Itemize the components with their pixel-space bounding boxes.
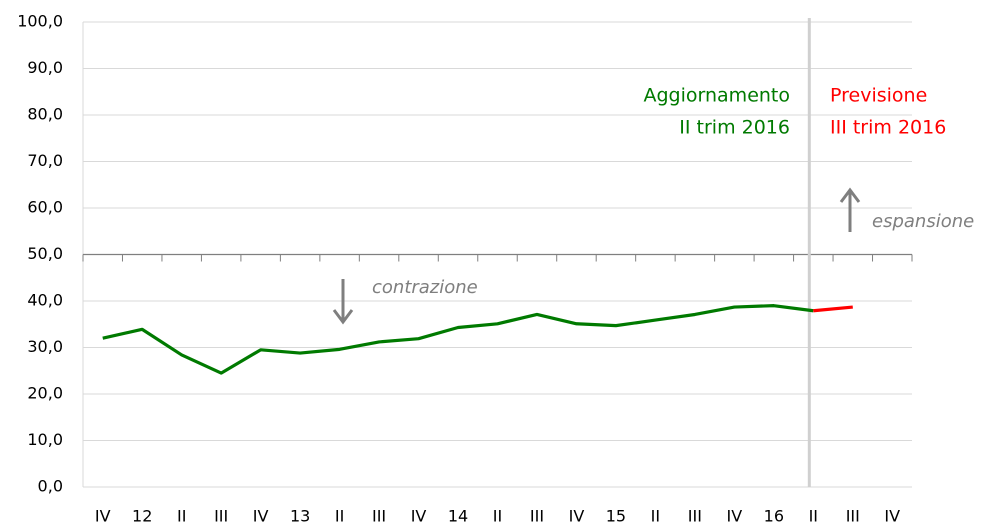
y-tick-label: 0,0 bbox=[38, 477, 63, 496]
line-series bbox=[813, 305, 853, 313]
annotation: Aggiornamento bbox=[644, 85, 791, 107]
annotation: espansione bbox=[872, 211, 974, 232]
annotation: Previsione bbox=[830, 85, 927, 107]
x-tick-label: II bbox=[493, 507, 502, 524]
y-tick-label: 10,0 bbox=[27, 430, 63, 449]
line-series bbox=[102, 304, 814, 375]
x-tick-label: 14 bbox=[448, 507, 468, 524]
x-tick-label: 13 bbox=[290, 507, 310, 524]
x-tick-label: III bbox=[214, 507, 228, 524]
arrow-up bbox=[839, 187, 861, 232]
x-tick-label: II bbox=[177, 507, 186, 524]
x-tick-label: III bbox=[530, 507, 544, 524]
x-tick-label: IV bbox=[569, 507, 585, 524]
annotation: III trim 2016 bbox=[830, 117, 946, 139]
annotation: contrazione bbox=[372, 277, 478, 298]
arrow-down bbox=[332, 279, 354, 325]
y-tick-label: 90,0 bbox=[27, 58, 63, 77]
x-tick-label: III bbox=[846, 507, 860, 524]
x-tick-label: 12 bbox=[132, 507, 152, 524]
x-tick-label: IV bbox=[95, 507, 111, 524]
x-tick-label: IV bbox=[411, 507, 427, 524]
x-tick-label: II bbox=[809, 507, 818, 524]
annotation: II trim 2016 bbox=[679, 117, 790, 139]
y-tick-label: 100,0 bbox=[17, 12, 63, 31]
y-tick-label: 60,0 bbox=[27, 198, 63, 217]
x-tick-label: IV bbox=[884, 507, 900, 524]
y-tick-label: 30,0 bbox=[27, 337, 63, 356]
x-tick-label: II bbox=[335, 507, 344, 524]
x-tick-label: IV bbox=[727, 507, 743, 524]
x-tick-label: IV bbox=[253, 507, 269, 524]
x-tick-label: III bbox=[372, 507, 386, 524]
x-tick-label: 15 bbox=[606, 507, 626, 524]
x-tick-label: II bbox=[651, 507, 660, 524]
y-tick-label: 80,0 bbox=[27, 105, 63, 124]
y-tick-label: 20,0 bbox=[27, 384, 63, 403]
y-tick-label: 50,0 bbox=[27, 244, 63, 263]
x-tick-label: 16 bbox=[764, 507, 784, 524]
x-tick-label: III bbox=[688, 507, 702, 524]
y-tick-label: 70,0 bbox=[27, 151, 63, 170]
y-tick-label: 40,0 bbox=[27, 291, 63, 310]
